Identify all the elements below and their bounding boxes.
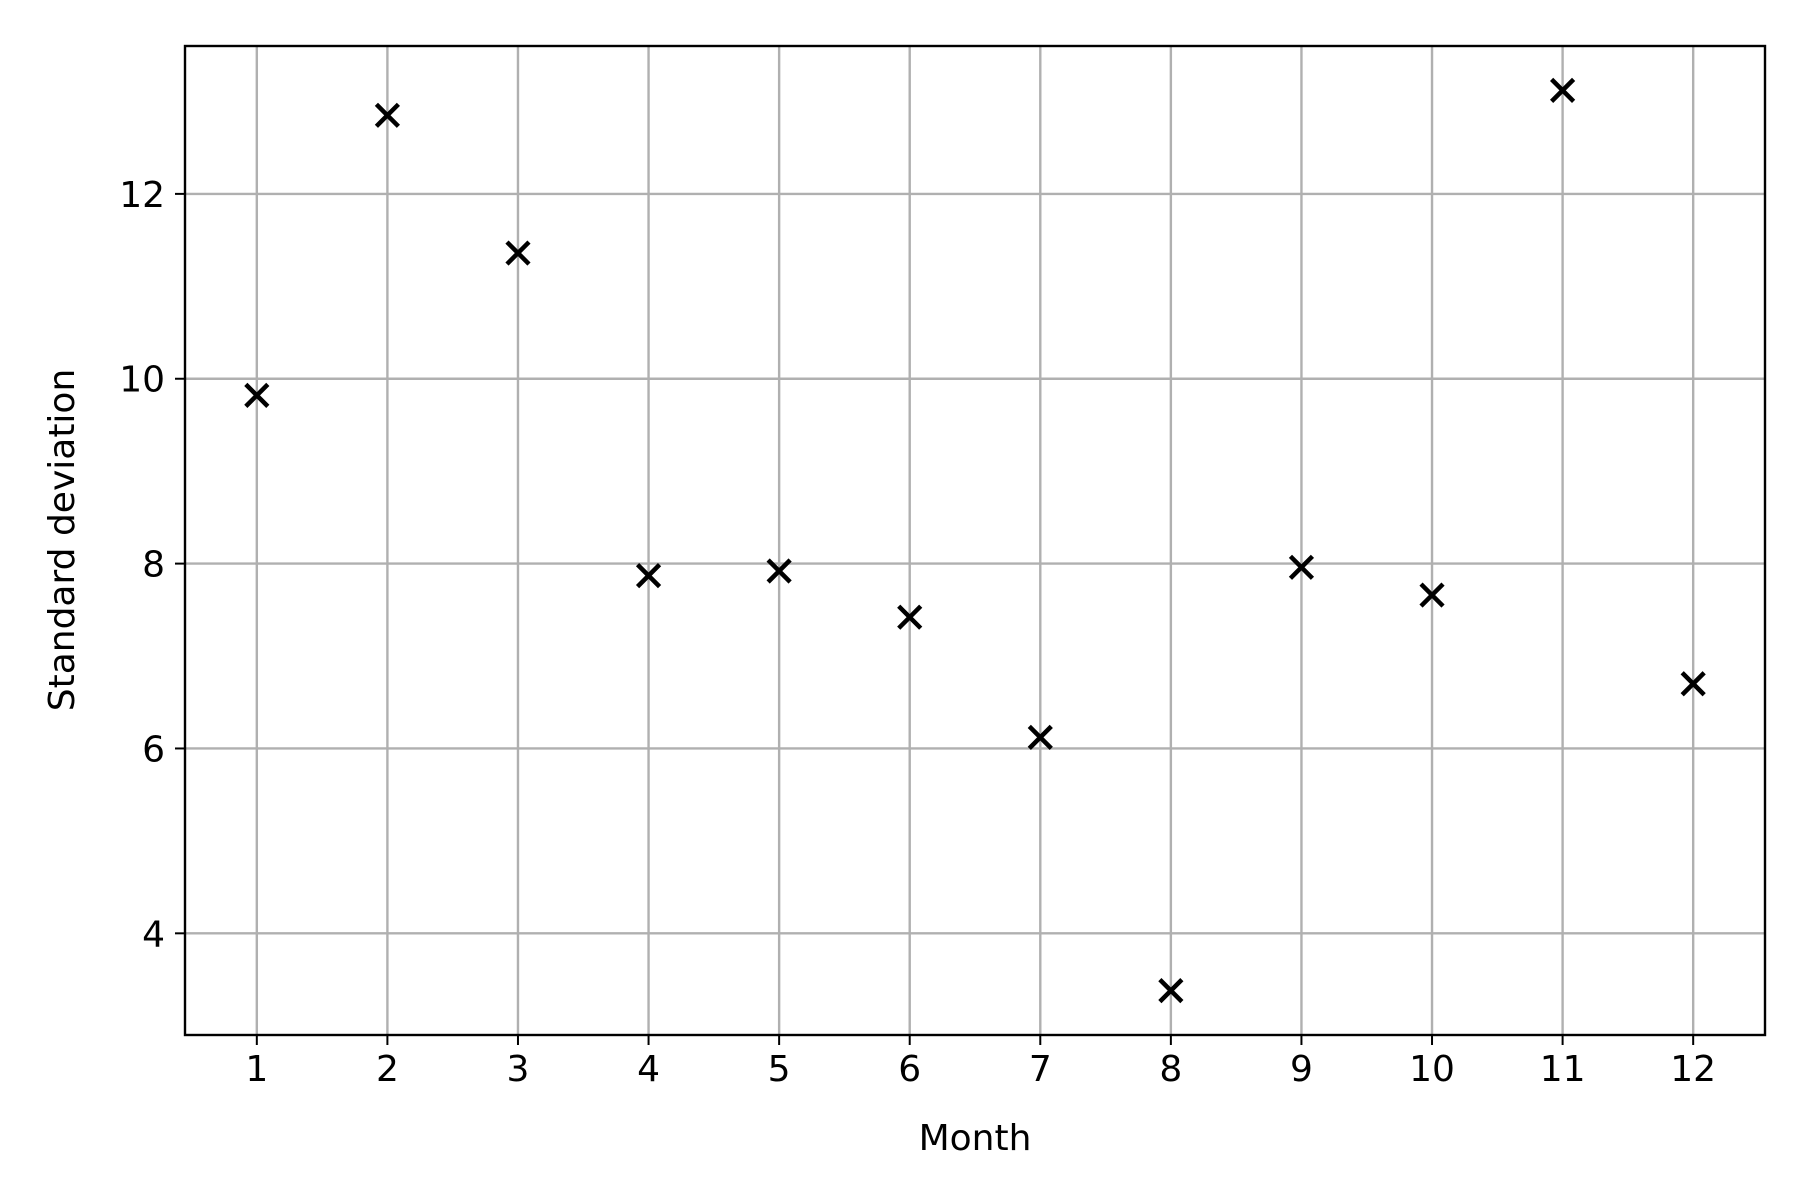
- y-tick-label: 8: [142, 545, 165, 586]
- y-tick-label: 12: [119, 175, 165, 216]
- x-axis-label: Month: [919, 1118, 1032, 1159]
- x-tick-label: 4: [637, 1049, 660, 1090]
- y-tick-label: 4: [142, 914, 165, 955]
- data-point-marker: [1550, 77, 1576, 103]
- data-point-marker: [1680, 671, 1706, 697]
- y-axis-label: Standard deviation: [42, 369, 83, 712]
- data-point-marker: [1158, 978, 1184, 1004]
- x-tick-label: 12: [1670, 1049, 1716, 1090]
- data-point-marker: [374, 102, 400, 128]
- x-tick-label: 11: [1540, 1049, 1586, 1090]
- data-point-marker: [505, 240, 531, 266]
- grid: [185, 46, 1765, 1035]
- data-point-marker: [244, 382, 270, 408]
- data-point-marker: [897, 604, 923, 630]
- data-point-marker: [1288, 554, 1315, 580]
- x-tick-label: 7: [1029, 1049, 1052, 1090]
- x-tick-label: 8: [1159, 1049, 1182, 1090]
- data-point-marker: [766, 558, 792, 584]
- data-point-marker: [1419, 582, 1445, 608]
- y-tick-label: 6: [142, 729, 165, 770]
- x-tick-label: 10: [1409, 1049, 1455, 1090]
- x-tick-label: 5: [768, 1049, 791, 1090]
- y-tick-label: 10: [119, 360, 165, 401]
- x-tick-label: 1: [245, 1049, 268, 1090]
- data-points: [244, 77, 1706, 1004]
- x-tick-label: 2: [376, 1049, 399, 1090]
- x-tick-label: 3: [507, 1049, 530, 1090]
- plot-area-frame: [183, 44, 1767, 1037]
- x-tick-label: 6: [898, 1049, 921, 1090]
- data-point-marker: [1027, 724, 1053, 750]
- x-tick-label: 9: [1290, 1049, 1313, 1090]
- data-point-marker: [635, 563, 662, 589]
